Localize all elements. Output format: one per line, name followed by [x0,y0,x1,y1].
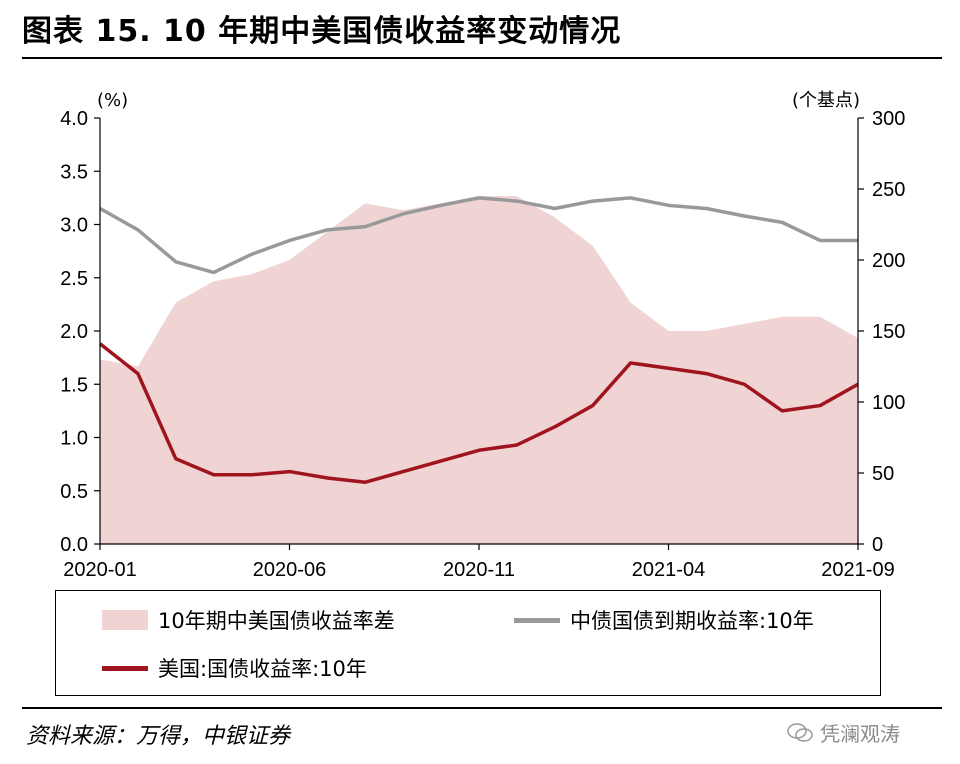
series-line-us10y [98,342,859,484]
wechat-icon [787,722,813,742]
right-axis-tick-label: 100 [872,392,905,414]
legend: 10年期中美国债收益率差 中债国债到期收益率:10年 美国:国债收益率:10年 [55,590,881,696]
legend-label-us10y: 美国:国债收益率:10年 [158,657,367,681]
right-axis-tick-label: 150 [872,321,905,343]
x-axis-tick-label: 2021-04 [632,559,705,581]
legend-label-cn10y: 中债国债到期收益率:10年 [570,609,814,633]
source-note: 资料来源：万得，中银证券 [26,724,291,749]
x-axis-tick-label: 2020-01 [63,559,136,581]
legend-label-spread: 10年期中美国债收益率差 [158,609,395,633]
legend-swatch-spread [102,610,148,630]
x-axis-tick-label: 2020-11 [443,559,515,581]
left-axis-tick-label: 2.0 [60,321,88,343]
left-axis-tick-label: 2.5 [60,268,88,290]
right-axis-tick-label: 250 [872,179,905,201]
right-axis-tick-label: 200 [872,250,905,272]
legend-swatch-us10y [102,665,148,671]
series-area-spread [100,196,858,544]
left-axis-tick-label: 1.5 [60,374,88,396]
right-axis-tick-label: 0 [872,534,883,556]
right-axis-tick-label: 300 [872,108,905,130]
title-divider [22,57,942,59]
footer-divider [22,707,942,709]
watermark: 凭澜观涛 [786,718,900,747]
left-axis-tick-label: 0.0 [60,534,88,556]
left-axis-tick-label: 3.5 [60,161,88,183]
spread-area-layer [100,196,858,544]
legend-item-spread: 10年期中美国债收益率差 [102,605,395,635]
left-axis-unit: (%) [97,90,128,111]
x-axis-tick-label: 2021-09 [821,559,894,581]
right-axis-unit: (个基点) [792,90,860,111]
chart: 0.0 0.5 1.0 1.5 2.0 2.5 3.0 3.5 4.0 0 50 100 150 200 2… [60,90,905,581]
lines-layer [98,196,859,484]
left-axis-tick-label: 1.0 [60,428,88,450]
left-axis-tick-label: 3.0 [60,215,88,237]
series-line-cn10y [99,196,858,275]
legend-swatch-cn10y [514,617,560,623]
right-axis-tick-label: 50 [872,463,894,485]
left-axis-tick-label: 4.0 [60,108,88,130]
watermark-text: 凭澜观涛 [820,722,900,746]
chart-title: 图表 15. 10 年期中美国债收益率变动情况 [22,14,622,49]
left-axis-tick-label: 0.5 [60,481,88,503]
axes-layer: 0.0 0.5 1.0 1.5 2.0 2.5 3.0 3.5 4.0 0 50 100 150 200 2… [60,108,905,581]
x-axis-tick-label: 2020-06 [253,559,326,581]
legend-item-cn10y: 中债国债到期收益率:10年 [514,605,814,635]
legend-item-us10y: 美国:国债收益率:10年 [102,653,367,683]
